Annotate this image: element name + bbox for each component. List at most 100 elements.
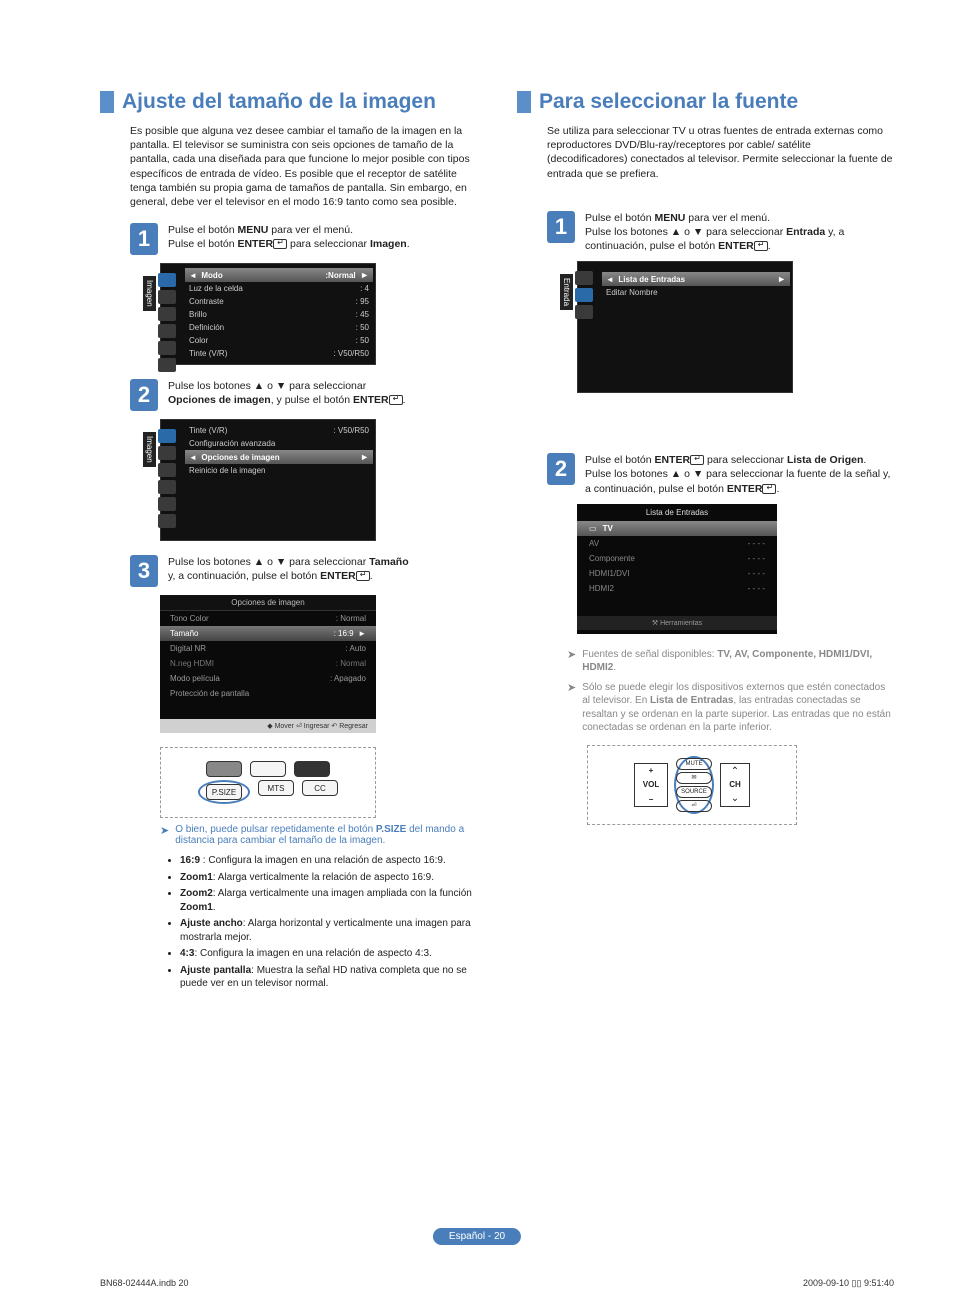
generic-icon: ✉: [676, 772, 712, 784]
osd-icon: [158, 358, 176, 372]
step-text: Pulse el botón ENTER para seleccionar Li…: [585, 453, 894, 496]
remote-key-icon: [250, 761, 286, 777]
heading-title: Ajuste del tamaño de la imagen: [122, 90, 436, 114]
osd-row: Tono Color: Normal: [160, 611, 376, 626]
osd-icon: [158, 429, 176, 443]
arrow-icon: ➤: [567, 681, 576, 735]
step-text: Pulse los botones ▲ o ▼ para seleccionar…: [168, 379, 406, 411]
osd-imagen-2: Imagen Tinte (V/R): V50/R50 Configuració…: [160, 419, 376, 541]
right-column: Para seleccionar la fuente Se utiliza pa…: [517, 90, 894, 994]
source-button[interactable]: SOURCE: [676, 786, 712, 798]
page-number-badge: Español - 20: [433, 1228, 521, 1245]
osd-side-label: Imagen: [143, 276, 156, 311]
osd-icon: [158, 341, 176, 355]
osd-row: Tinte (V/R): V50/R50: [189, 347, 369, 360]
osd-footer: ◆ Mover ⏎ Ingresar ↶ Regresar: [160, 719, 376, 733]
osd-row: Definición: 50: [189, 321, 369, 334]
step-badge: 1: [547, 211, 575, 243]
heading-right: Para seleccionar la fuente: [517, 90, 894, 114]
remote-source-diagram: +VOL− MUTE ✉ SOURCE ⏎ ⌃CH⌄: [587, 745, 797, 825]
step-text: Pulse el botón MENU para ver el menú. Pu…: [585, 211, 894, 254]
osd-selected-row: ◄ Opciones de imagen►: [185, 450, 373, 464]
osd-icon: [158, 290, 176, 304]
cc-button[interactable]: CC: [302, 780, 338, 796]
step-2-right: 2 Pulse el botón ENTER para seleccionar …: [547, 453, 894, 496]
osd-row: Modo película: Apagado: [160, 671, 376, 686]
circle-highlight-icon: P.SIZE: [198, 780, 250, 804]
step-badge: 3: [130, 555, 158, 587]
osd-icon: [575, 305, 593, 319]
psize-button[interactable]: P.SIZE: [206, 784, 242, 800]
osd-row: Tinte (V/R): V50/R50: [189, 424, 369, 437]
source-footer: ⚒ Herramientas: [577, 616, 777, 630]
osd-row: N.neg HDMI: Normal: [160, 656, 376, 671]
osd-selected-row: ◄ Lista de Entradas►: [602, 272, 790, 286]
step-badge: 1: [130, 223, 158, 255]
heading-left: Ajuste del tamaño de la imagen: [100, 90, 477, 114]
osd-icon: [158, 307, 176, 321]
osd-icon: [158, 273, 176, 287]
tv-icon: ▭: [589, 524, 597, 533]
tip-psize: ➤ O bien, puede pulsar repetidamente el …: [160, 824, 477, 846]
osd-row: Editar Nombre: [606, 286, 786, 299]
doc-date: 2009-09-10 ▯▯ 9:51:40: [803, 1278, 894, 1289]
step-3-left: 3 Pulse los botones ▲ o ▼ para seleccion…: [130, 555, 477, 587]
bullet-note: ➤ Sólo se puede elegir los dispositivos …: [567, 681, 894, 735]
osd-source-list: Lista de Entradas ▭TV AV- - - - Componen…: [577, 504, 777, 634]
remote-key-icon: [206, 761, 242, 777]
osd-imagen-1: Imagen ◄ Modo:Normal ► Luz de la celda: …: [160, 263, 376, 365]
heading-bar-icon: [100, 91, 114, 113]
left-column: Ajuste del tamaño de la imagen Es posibl…: [100, 90, 477, 994]
step-1-right: 1 Pulse el botón MENU para ver el menú. …: [547, 211, 894, 254]
osd-row: Contraste: 95: [189, 295, 369, 308]
heading-title: Para seleccionar la fuente: [539, 90, 798, 114]
source-row: Componente- - - -: [577, 551, 777, 566]
definitions-list: 16:9 : Configura la imagen en una relaci…: [180, 854, 477, 991]
source-row: HDMI2- - - -: [577, 581, 777, 596]
arrow-icon: ➤: [567, 648, 576, 675]
intro-right: Se utiliza para seleccionar TV u otras f…: [547, 124, 894, 181]
bullet-sources: ➤ Fuentes de señal disponibles: TV, AV, …: [567, 648, 894, 675]
enter-icon: [273, 239, 287, 249]
osd-icon: [158, 497, 176, 511]
osd-entrada: Entrada ◄ Lista de Entradas► Editar Nomb…: [577, 261, 793, 393]
osd-row: Color: 50: [189, 334, 369, 347]
osd-row: Configuración avanzada: [189, 437, 369, 450]
circle-highlight-icon: MUTE ✉ SOURCE ⏎: [674, 756, 714, 814]
mute-button[interactable]: MUTE: [676, 758, 712, 770]
osd-title: Opciones de imagen: [160, 595, 376, 611]
step-badge: 2: [130, 379, 158, 411]
osd-selected-row: Tamaño: 16:9 ►: [160, 626, 376, 641]
step-text: Pulse los botones ▲ o ▼ para seleccionar…: [168, 555, 409, 587]
step-1-left: 1 Pulse el botón MENU para ver el menú. …: [130, 223, 477, 255]
osd-selected-row: ◄ Modo:Normal ►: [185, 268, 373, 282]
mts-button[interactable]: MTS: [258, 780, 294, 796]
osd-icon: [575, 288, 593, 302]
enter-icon: [356, 571, 370, 581]
osd-icon: [575, 271, 593, 285]
osd-row: Luz de la celda: 4: [189, 282, 369, 295]
return-icon: ⏎: [676, 800, 712, 812]
step-2-left: 2 Pulse los botones ▲ o ▼ para seleccion…: [130, 379, 477, 411]
osd-side-label: Imagen: [143, 432, 156, 467]
heading-bar-icon: [517, 91, 531, 113]
step-text: Pulse el botón MENU para ver el menú. Pu…: [168, 223, 410, 255]
vol-button[interactable]: +VOL−: [634, 763, 668, 807]
enter-icon: [690, 455, 704, 465]
osd-row: Protección de pantalla: [160, 686, 376, 701]
document-footer: BN68-02444A.indb 20 2009-09-10 ▯▯ 9:51:4…: [100, 1278, 894, 1289]
arrow-icon: ➤: [160, 824, 169, 846]
osd-row: Digital NR: Auto: [160, 641, 376, 656]
source-row: HDMI1/DVI- - - -: [577, 566, 777, 581]
osd-icon: [158, 514, 176, 528]
osd-icon: [158, 324, 176, 338]
enter-icon: [754, 241, 768, 251]
osd-icon: [158, 463, 176, 477]
doc-id: BN68-02444A.indb 20: [100, 1278, 189, 1289]
enter-icon: [389, 395, 403, 405]
source-list-title: Lista de Entradas: [577, 504, 777, 521]
ch-button[interactable]: ⌃CH⌄: [720, 763, 750, 807]
osd-row: Reinicio de la imagen: [189, 464, 369, 477]
osd-icon: [158, 480, 176, 494]
osd-icon: [158, 446, 176, 460]
